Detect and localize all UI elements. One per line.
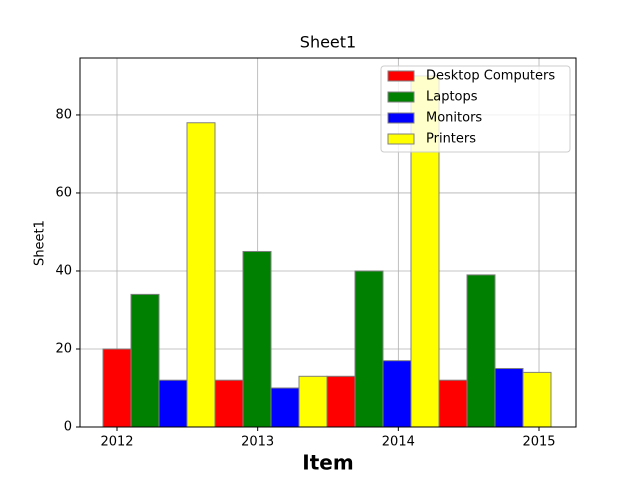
y-tick-label: 0: [64, 420, 72, 435]
x-tick-label: 2014: [382, 435, 415, 450]
legend-label: Monitors: [426, 111, 482, 126]
bar: [186, 122, 216, 428]
bar: [158, 379, 188, 428]
bar: [102, 348, 132, 428]
bar: [382, 360, 412, 428]
legend-swatch: [387, 91, 415, 103]
legend-swatch: [387, 112, 415, 124]
legend-label: Desktop Computers: [426, 69, 555, 84]
y-axis-label: Sheet1: [33, 220, 48, 266]
legend-swatch: [387, 133, 415, 145]
bar: [354, 270, 384, 428]
legend-label: Laptops: [426, 90, 478, 105]
y-tick-label: 60: [55, 185, 72, 200]
bar: [298, 375, 328, 428]
bar: [242, 250, 272, 428]
bar: [522, 371, 552, 428]
x-tick-label: 2012: [100, 435, 133, 450]
chart-title: Sheet1: [300, 33, 356, 52]
bar: [130, 293, 160, 428]
y-tick-label: 40: [55, 263, 72, 278]
bar: [438, 379, 468, 428]
y-tick-label: 20: [55, 341, 72, 356]
bar: [466, 274, 496, 428]
bar: [214, 379, 244, 428]
legend-swatch: [387, 70, 415, 82]
x-axis-label: Item: [302, 451, 353, 475]
bar: [494, 367, 524, 428]
bar: [326, 375, 356, 428]
x-tick-label: 2015: [522, 435, 555, 450]
legend-label: Printers: [426, 132, 476, 147]
x-tick-label: 2013: [241, 435, 274, 450]
plot-frame: [79, 57, 577, 428]
legend-box: [380, 65, 571, 153]
y-tick-label: 80: [55, 107, 72, 122]
bar: [270, 387, 300, 428]
